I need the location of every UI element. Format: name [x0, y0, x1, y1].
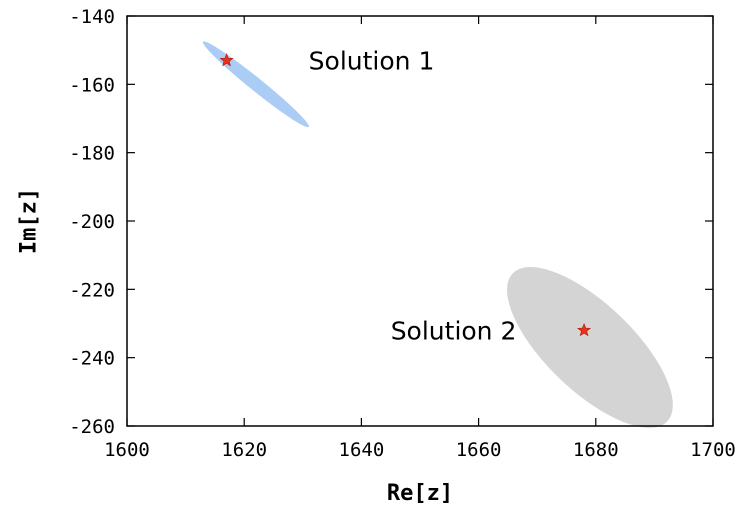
point-1 — [219, 53, 234, 67]
y-tick-label: -260 — [69, 416, 115, 438]
region-2 — [507, 267, 673, 428]
x-tick-label: 1640 — [339, 439, 385, 461]
y-tick-label: -200 — [69, 211, 115, 233]
x-tick-label: 1680 — [573, 439, 619, 461]
axis-ticks — [126, 15, 714, 427]
x-tick-label: 1620 — [221, 439, 267, 461]
y-axis-title: Im[z] — [17, 188, 42, 254]
x-axis-title: Re[z] — [387, 481, 453, 506]
data-points — [219, 53, 592, 337]
annotation-1: Solution 1 — [309, 46, 435, 75]
annotations: Solution 1 Solution 2 — [309, 46, 517, 345]
y-tick-label: -180 — [69, 143, 115, 165]
confidence-regions — [202, 41, 673, 428]
y-tick-label: -220 — [69, 279, 115, 301]
y-tick-label: -140 — [69, 6, 115, 28]
x-tick-label: 1660 — [456, 439, 502, 461]
y-tick-label: -160 — [69, 74, 115, 96]
x-tick-label: 1700 — [690, 439, 736, 461]
x-tick-label: 1600 — [104, 439, 150, 461]
point-2 — [577, 323, 592, 337]
tick-labels: 1600 1620 1640 1660 1680 1700 -140 -160 -180 -200… — [69, 6, 736, 461]
y-tick-label: -240 — [69, 348, 115, 370]
annotation-2: Solution 2 — [391, 316, 517, 345]
region-1 — [202, 41, 309, 128]
